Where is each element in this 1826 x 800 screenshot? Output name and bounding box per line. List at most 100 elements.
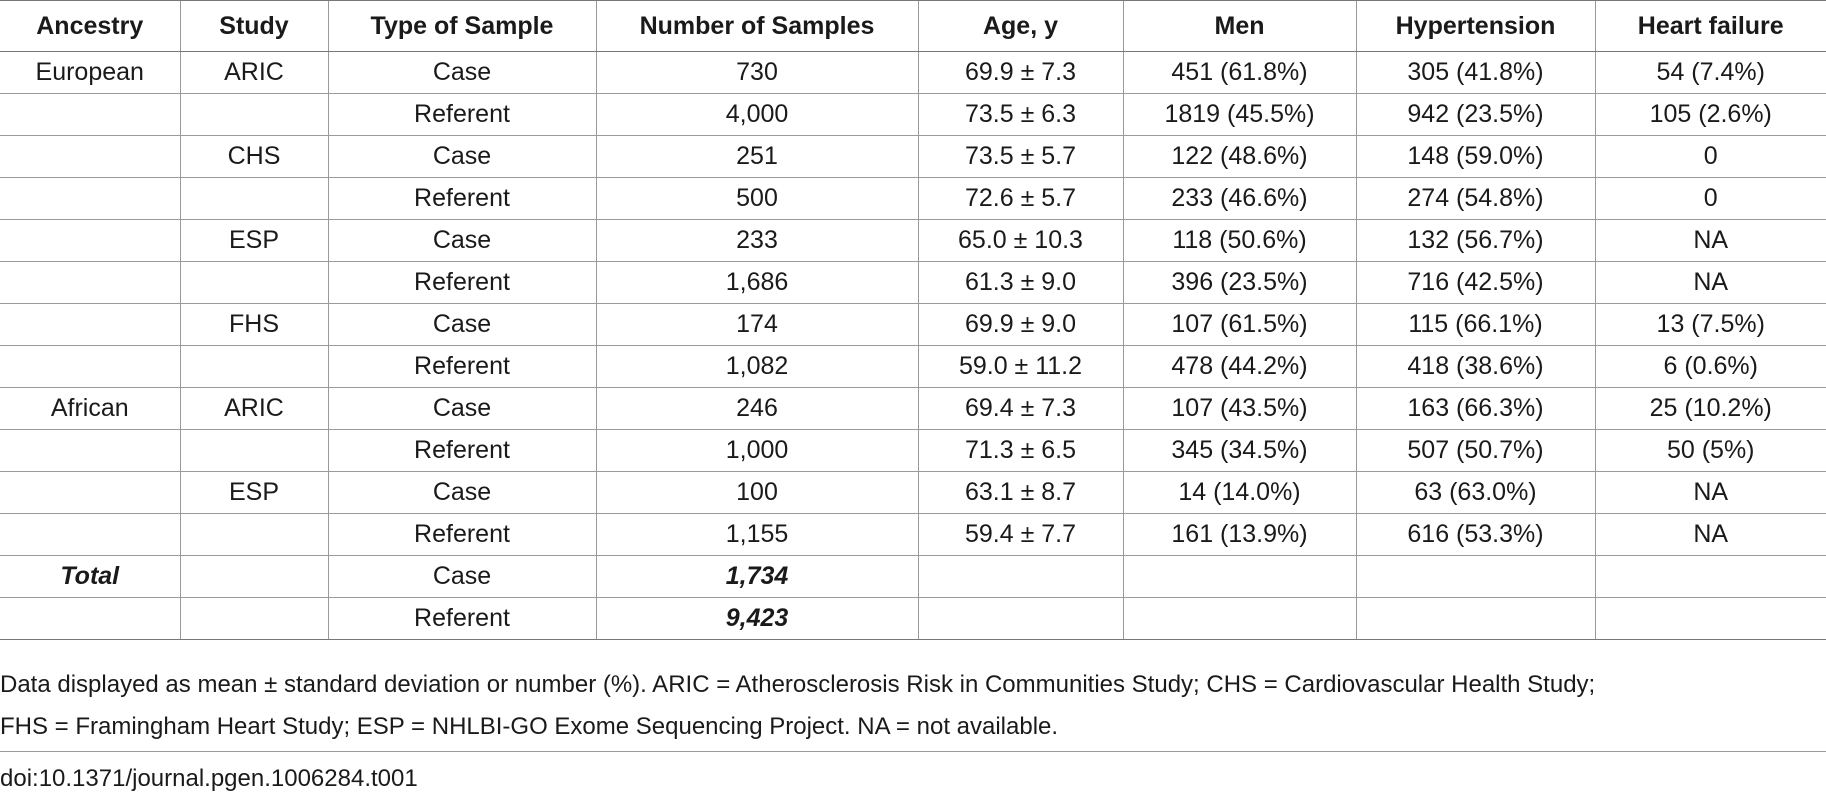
cell-study [179,345,328,388]
total-cell-number-of-samples: 9,423 [595,597,918,640]
cell-study: ARIC [179,387,328,430]
cell-hypertension: 418 (38.6%) [1355,345,1595,388]
cell-heart-failure: NA [1594,261,1826,304]
cell-men: 396 (23.5%) [1122,261,1356,304]
cell-hypertension: 616 (53.3%) [1355,513,1595,556]
total-cell-heart-failure [1594,597,1826,640]
cell-heart-failure: NA [1594,471,1826,514]
column-header-heart-failure: Heart failure [1594,0,1826,52]
cell-study [179,261,328,304]
table-row: ESP Case 233 65.0 ± 10.3 118 (50.6%) 132 (56.… [0,219,1826,262]
cell-ancestry [0,345,180,388]
column-header-ancestry: Ancestry [0,0,180,52]
cell-men: 451 (61.8%) [1122,51,1356,94]
cell-type-of-sample: Referent [327,429,596,472]
cell-number-of-samples: 4,000 [595,93,918,136]
table-row: ESP Case 100 63.1 ± 8.7 14 (14.0%) 63 (63.0%)… [0,471,1826,514]
total-cell-type-of-sample: Referent [327,597,596,640]
cell-number-of-samples: 1,082 [595,345,918,388]
cell-hypertension: 115 (66.1%) [1355,303,1595,346]
cell-ancestry [0,177,180,220]
cell-heart-failure: 0 [1594,135,1826,178]
column-header-age: Age, y [917,0,1123,52]
table-row: Referent 1,155 59.4 ± 7.7 161 (13.9%) 616 (5… [0,513,1826,556]
cell-ancestry [0,513,180,556]
table-row: FHS Case 174 69.9 ± 9.0 107 (61.5%) 115 (66.1… [0,303,1826,346]
cell-heart-failure: 25 (10.2%) [1594,387,1826,430]
cell-ancestry [0,303,180,346]
cell-age: 59.4 ± 7.7 [917,513,1123,556]
cell-heart-failure: 105 (2.6%) [1594,93,1826,136]
sample-characteristics-table-container: Ancestry Study Type of Sample Number of Sam… [0,0,1826,640]
cell-men: 14 (14.0%) [1122,471,1356,514]
cell-number-of-samples: 1,155 [595,513,918,556]
cell-number-of-samples: 730 [595,51,918,94]
cell-age: 59.0 ± 11.2 [917,345,1123,388]
cell-hypertension: 148 (59.0%) [1355,135,1595,178]
cell-hypertension: 305 (41.8%) [1355,51,1595,94]
cell-study [179,93,328,136]
total-cell-number-of-samples: 1,734 [595,555,918,598]
cell-type-of-sample: Referent [327,513,596,556]
cell-men: 233 (46.6%) [1122,177,1356,220]
cell-age: 73.5 ± 5.7 [917,135,1123,178]
cell-age: 71.3 ± 6.5 [917,429,1123,472]
cell-men: 107 (61.5%) [1122,303,1356,346]
total-cell-hypertension [1355,555,1595,598]
cell-men: 122 (48.6%) [1122,135,1356,178]
cell-men: 478 (44.2%) [1122,345,1356,388]
footnote-line-2: FHS = Framingham Heart Study; ESP = NHLB… [0,713,1059,740]
cell-ancestry [0,471,180,514]
cell-heart-failure: 54 (7.4%) [1594,51,1826,94]
cell-number-of-samples: 174 [595,303,918,346]
footnote-divider [0,751,1826,752]
cell-hypertension: 716 (42.5%) [1355,261,1595,304]
total-cell-ancestry: Total [0,555,180,598]
cell-type-of-sample: Case [327,135,596,178]
total-cell-study [179,597,328,640]
cell-age: 69.9 ± 9.0 [917,303,1123,346]
table-row: Referent 1,082 59.0 ± 11.2 478 (44.2%) 418 (… [0,345,1826,388]
column-header-number-of-samples: Number of Samples [595,0,918,52]
total-cell-ancestry [0,597,180,640]
table-row: CHS Case 251 73.5 ± 5.7 122 (48.6%) 148 (59.0… [0,135,1826,178]
column-header-men: Men [1122,0,1356,52]
table-row: African ARIC Case 246 69.4 ± 7.3 107 (43.5%) 1… [0,387,1826,430]
cell-ancestry [0,135,180,178]
cell-age: 61.3 ± 9.0 [917,261,1123,304]
cell-type-of-sample: Referent [327,345,596,388]
cell-men: 107 (43.5%) [1122,387,1356,430]
cell-hypertension: 63 (63.0%) [1355,471,1595,514]
total-cell-age [917,555,1123,598]
cell-heart-failure: 0 [1594,177,1826,220]
column-header-study: Study [179,0,328,52]
cell-study: FHS [179,303,328,346]
table-body: European ARIC Case 730 69.9 ± 7.3 451 (61.8%)… [0,51,1826,640]
table-footnote: Data displayed as mean ± standard deviat… [0,664,1826,748]
table-row: Referent 1,686 61.3 ± 9.0 396 (23.5%) 716 (4… [0,261,1826,304]
cell-type-of-sample: Case [327,303,596,346]
cell-age: 73.5 ± 6.3 [917,93,1123,136]
cell-hypertension: 274 (54.8%) [1355,177,1595,220]
cell-type-of-sample: Case [327,471,596,514]
cell-heart-failure: 50 (5%) [1594,429,1826,472]
cell-heart-failure: NA [1594,219,1826,262]
cell-number-of-samples: 1,686 [595,261,918,304]
column-header-type-of-sample: Type of Sample [327,0,596,52]
doi-link[interactable]: doi:10.1371/journal.pgen.1006284.t001 [0,765,418,792]
cell-heart-failure: NA [1594,513,1826,556]
cell-number-of-samples: 100 [595,471,918,514]
total-cell-study [179,555,328,598]
table-row: Referent 1,000 71.3 ± 6.5 345 (34.5%) 507 (5… [0,429,1826,472]
cell-age: 69.4 ± 7.3 [917,387,1123,430]
cell-age: 65.0 ± 10.3 [917,219,1123,262]
column-header-hypertension: Hypertension [1355,0,1595,52]
total-row: Total Case 1,734 [0,555,1826,598]
cell-ancestry [0,261,180,304]
table-row: Referent 4,000 73.5 ± 6.3 1819 (45.5%) 942 (… [0,93,1826,136]
cell-ancestry [0,219,180,262]
cell-men: 161 (13.9%) [1122,513,1356,556]
cell-hypertension: 942 (23.5%) [1355,93,1595,136]
cell-number-of-samples: 1,000 [595,429,918,472]
total-cell-type-of-sample: Case [327,555,596,598]
